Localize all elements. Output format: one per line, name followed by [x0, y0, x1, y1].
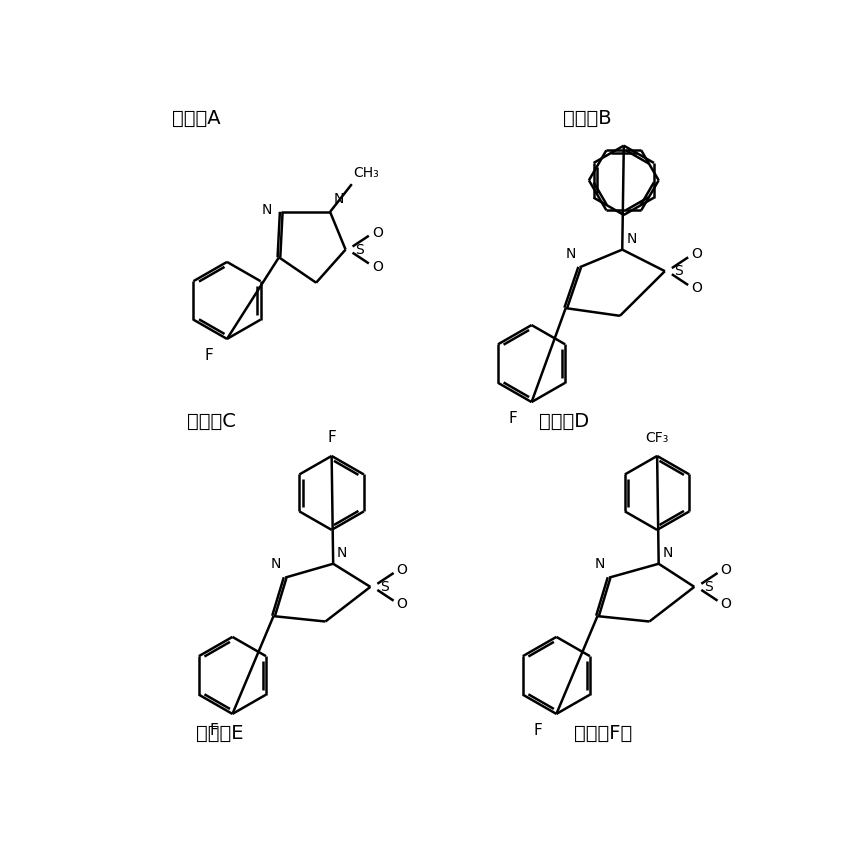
Text: 化合物C: 化合物C — [187, 412, 236, 431]
Text: 化合物D: 化合物D — [539, 412, 589, 431]
Text: S: S — [675, 265, 683, 278]
Text: F: F — [534, 723, 542, 738]
Text: 化合物A: 化合物A — [172, 109, 221, 128]
Text: O: O — [721, 563, 732, 577]
Text: N: N — [334, 192, 345, 206]
Text: N: N — [337, 546, 347, 560]
Text: CH₃: CH₃ — [353, 165, 379, 180]
Text: S: S — [380, 580, 388, 594]
Text: F: F — [209, 723, 219, 738]
Text: O: O — [372, 259, 383, 274]
Text: N: N — [271, 557, 281, 572]
Text: N: N — [626, 232, 636, 246]
Text: O: O — [397, 563, 408, 577]
Text: O: O — [397, 597, 408, 611]
Text: O: O — [372, 226, 383, 240]
Text: F: F — [509, 411, 517, 427]
Text: O: O — [721, 597, 732, 611]
Text: 化合物F。: 化合物F。 — [574, 723, 632, 743]
Text: O: O — [691, 248, 702, 261]
Text: N: N — [663, 546, 673, 560]
Text: F: F — [204, 349, 213, 363]
Text: O: O — [691, 281, 702, 295]
Text: S: S — [704, 580, 712, 594]
Text: S: S — [355, 243, 363, 257]
Text: CF₃: CF₃ — [646, 431, 669, 445]
Text: N: N — [595, 557, 605, 572]
Text: 化合物E: 化合物E — [196, 723, 243, 743]
Text: F: F — [327, 430, 336, 445]
Text: N: N — [262, 204, 272, 217]
Text: 化合物B: 化合物B — [563, 109, 611, 128]
Text: N: N — [565, 247, 575, 261]
